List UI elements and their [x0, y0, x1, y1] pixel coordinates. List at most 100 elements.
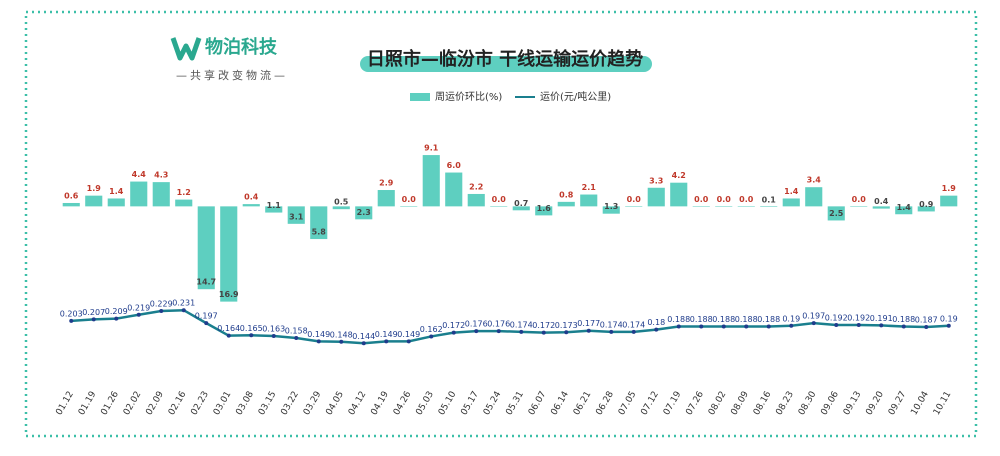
point-label: 0.162: [420, 325, 443, 334]
x-tick-label: 05.10: [437, 390, 459, 418]
bar: [602, 206, 620, 214]
bar: [805, 187, 823, 207]
bar-label: 1.4: [897, 203, 912, 212]
bar-label: 1.2: [177, 188, 191, 197]
point-label: 0.173: [555, 321, 578, 330]
point-label: 0.144: [352, 332, 375, 341]
point: [586, 328, 591, 333]
x-tick-label: 02.23: [189, 390, 211, 417]
x-tick-label: 03.29: [302, 390, 324, 418]
point: [429, 334, 434, 339]
point: [69, 318, 74, 323]
bar: [400, 206, 418, 207]
point: [406, 339, 411, 344]
point-label: 0.19: [940, 314, 958, 323]
bar: [85, 195, 103, 207]
x-tick-label: 08.30: [797, 390, 819, 418]
x-tick-label: 03.01: [212, 390, 234, 417]
point: [744, 324, 749, 329]
point: [451, 330, 456, 335]
bar: [445, 172, 463, 207]
bar: [107, 198, 125, 207]
bar-label: 0.4: [244, 193, 259, 202]
bar-label: 4.4: [132, 170, 147, 179]
x-tick-label: 10.11: [932, 390, 954, 417]
bar-label: 1.4: [109, 187, 124, 196]
bar-label: 3.3: [649, 176, 663, 185]
logo-text: 物泊科技: [205, 36, 278, 58]
bar: [715, 206, 733, 207]
point-label: 0.158: [285, 326, 308, 335]
bar-label: 4.3: [154, 171, 168, 180]
x-tick-label: 06.14: [549, 390, 571, 418]
x-tick-label: 02.16: [167, 390, 189, 418]
point: [789, 323, 794, 328]
bar-label: 1.9: [87, 184, 102, 193]
bar: [580, 194, 598, 207]
bar-label: 0.4: [874, 197, 889, 206]
bar: [827, 206, 845, 221]
bar-label: 0.0: [694, 195, 709, 204]
legend-label: 运价(元/吨公里): [540, 90, 611, 103]
legend-label: 周运价环比(%): [435, 91, 502, 103]
point-label: 0.18: [647, 318, 665, 327]
x-tick-label: 04.19: [369, 390, 391, 418]
point-label: 0.192: [847, 314, 870, 323]
x-tick-label: 03.08: [234, 390, 256, 418]
point: [924, 324, 929, 329]
point: [339, 339, 344, 344]
point: [856, 323, 861, 328]
logo-mark: [170, 37, 202, 61]
point-label: 0.149: [397, 330, 420, 339]
point-label: 0.19: [782, 314, 800, 323]
bar-label: 0.8: [559, 190, 574, 199]
point-label: 0.188: [690, 315, 713, 324]
bar-label: 4.2: [672, 171, 686, 180]
point-label: 0.209: [105, 307, 128, 316]
bar: [670, 182, 688, 207]
x-tick-label: 06.28: [594, 390, 616, 418]
bar-label: 0.7: [514, 199, 528, 208]
bar: [467, 193, 485, 207]
point-label: 0.207: [82, 308, 105, 317]
point-label: 0.174: [510, 320, 533, 329]
bar-label: 1.9: [942, 184, 957, 193]
bar: [895, 206, 913, 215]
point-label: 0.197: [802, 312, 825, 321]
x-tick-label: 08.16: [752, 390, 774, 418]
point-label: 0.188: [712, 315, 735, 324]
point: [721, 324, 726, 329]
x-tick-label: 04.12: [347, 390, 369, 417]
tagline: —共享改变物流—: [176, 68, 288, 82]
x-tick-label: 08.23: [774, 390, 796, 417]
bar-label: 0.0: [627, 195, 642, 204]
bar-label: 2.5: [829, 209, 844, 218]
point-label: 0.165: [240, 324, 263, 333]
x-tick-label: 09.27: [887, 390, 909, 417]
bar-label: 2.1: [582, 183, 597, 192]
x-tick-label: 07.26: [684, 390, 706, 418]
bar-label: 0.0: [739, 195, 754, 204]
point: [91, 317, 96, 322]
point-label: 0.231: [172, 299, 195, 308]
point-label: 0.164: [217, 324, 240, 333]
bar-label: 3.4: [807, 176, 822, 185]
bar: [940, 195, 958, 207]
dotted-border: [24, 10, 978, 438]
bar-label: 9.1: [424, 144, 439, 153]
bar-label: 0.9: [919, 200, 934, 209]
bar-label: 5.8: [312, 228, 327, 237]
x-tick-label: 07.19: [662, 390, 684, 418]
point: [811, 321, 816, 326]
bar: [152, 182, 170, 207]
point-label: 0.174: [600, 320, 623, 329]
point: [181, 308, 186, 313]
price-line: [71, 308, 949, 345]
point: [384, 339, 389, 344]
point: [159, 308, 164, 313]
bar-label: 2.3: [357, 208, 371, 217]
point: [879, 323, 884, 328]
bar: [737, 206, 755, 207]
point: [316, 339, 321, 344]
x-tick-label: 03.15: [257, 390, 279, 417]
